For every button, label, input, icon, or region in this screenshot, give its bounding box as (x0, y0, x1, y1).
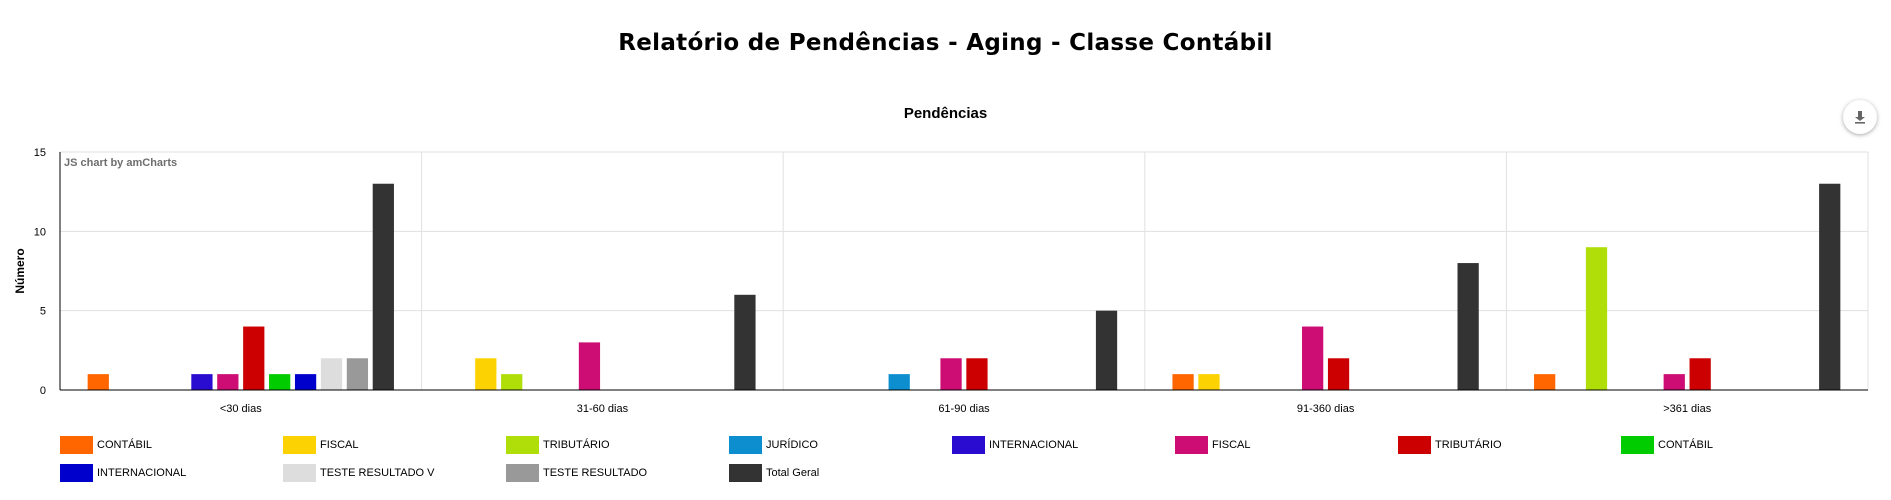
x-tick-label: >361 dias (1663, 403, 1712, 415)
legend-swatch (1398, 436, 1431, 454)
legend-item[interactable]: JURÍDICO (729, 436, 818, 454)
legend-label: TESTE RESULTADO V (320, 467, 435, 479)
bar[interactable] (578, 342, 601, 390)
y-tick-label: 0 (40, 385, 46, 397)
bar[interactable] (294, 374, 317, 390)
legend-label: CONTÁBIL (1658, 439, 1714, 451)
legend-item[interactable]: INTERNACIONAL (952, 436, 1078, 454)
bar[interactable] (1689, 358, 1711, 390)
legend-item[interactable]: INTERNACIONAL (60, 464, 186, 482)
legend-swatch (952, 436, 985, 454)
bar[interactable] (1457, 263, 1479, 390)
bar[interactable] (1095, 310, 1118, 390)
legend-swatch (60, 464, 93, 482)
legend-item[interactable]: TESTE RESULTADO (506, 464, 647, 482)
legend-swatch (1621, 436, 1654, 454)
legend-item[interactable]: CONTÁBIL (1621, 436, 1713, 454)
bar[interactable] (346, 358, 369, 390)
bar[interactable] (87, 374, 109, 390)
bar[interactable] (475, 358, 497, 390)
legend-label: TRIBUTÁRIO (543, 439, 610, 451)
legend-item[interactable]: Total Geral (729, 464, 819, 482)
download-icon (1855, 111, 1865, 124)
legend-swatch (729, 436, 762, 454)
legend-label: TRIBUTÁRIO (1435, 439, 1502, 451)
bar[interactable] (1327, 358, 1350, 390)
bar[interactable] (269, 374, 291, 390)
x-tick-label: <30 dias (220, 403, 262, 415)
chart-title: Pendências (903, 105, 988, 122)
legend-label: INTERNACIONAL (97, 467, 187, 479)
legend-item[interactable]: TRIBUTÁRIO (506, 436, 610, 454)
bar[interactable] (191, 374, 213, 390)
bar[interactable] (243, 326, 265, 390)
bar[interactable] (501, 374, 523, 390)
bar[interactable] (1585, 247, 1608, 390)
legend-swatch (283, 436, 316, 454)
legend-label: FISCAL (320, 439, 359, 451)
bar[interactable] (888, 374, 910, 390)
chart-credit-link[interactable]: JS chart by amCharts (64, 157, 178, 169)
bar[interactable] (966, 358, 988, 390)
legend-item[interactable]: TESTE RESULTADO V (283, 464, 435, 482)
legend-label: INTERNACIONAL (989, 439, 1079, 451)
bar[interactable] (320, 358, 343, 390)
legend-label: CONTÁBIL (97, 439, 153, 451)
bar[interactable] (940, 358, 962, 390)
legend-item[interactable]: TRIBUTÁRIO (1398, 436, 1502, 454)
x-tick-label: 61-90 dias (938, 403, 990, 415)
x-tick-label: 91-360 dias (1297, 403, 1355, 415)
legend-label: JURÍDICO (766, 439, 818, 451)
legend-swatch (1175, 436, 1208, 454)
bar[interactable] (1819, 183, 1841, 390)
export-button[interactable] (1843, 100, 1877, 134)
legend-item[interactable]: CONTÁBIL (60, 436, 152, 454)
bar[interactable] (1663, 374, 1685, 390)
page-title: Relatório de Pendências - Aging - Classe… (618, 30, 1273, 56)
bar[interactable] (372, 183, 394, 390)
legend-swatch (283, 464, 316, 482)
y-tick-label: 15 (34, 147, 46, 159)
bar[interactable] (1534, 374, 1556, 390)
x-tick-label: 31-60 dias (577, 403, 629, 415)
legend-item[interactable]: FISCAL (283, 436, 359, 454)
bar[interactable] (217, 374, 239, 390)
y-axis-title: Número (13, 248, 27, 293)
legend-label: FISCAL (1212, 439, 1251, 451)
y-tick-label: 5 (40, 306, 46, 318)
y-tick-label: 10 (34, 226, 46, 238)
bar[interactable] (1198, 374, 1220, 390)
legend-label: TESTE RESULTADO (543, 467, 648, 479)
legend-item[interactable]: FISCAL (1175, 436, 1251, 454)
bar[interactable] (1302, 326, 1324, 390)
legend-swatch (60, 436, 93, 454)
legend-swatch (506, 436, 539, 454)
legend-label: Total Geral (766, 467, 820, 479)
legend-swatch (729, 464, 762, 482)
bar[interactable] (1172, 374, 1194, 390)
bar[interactable] (734, 294, 756, 390)
legend-swatch (506, 464, 539, 482)
